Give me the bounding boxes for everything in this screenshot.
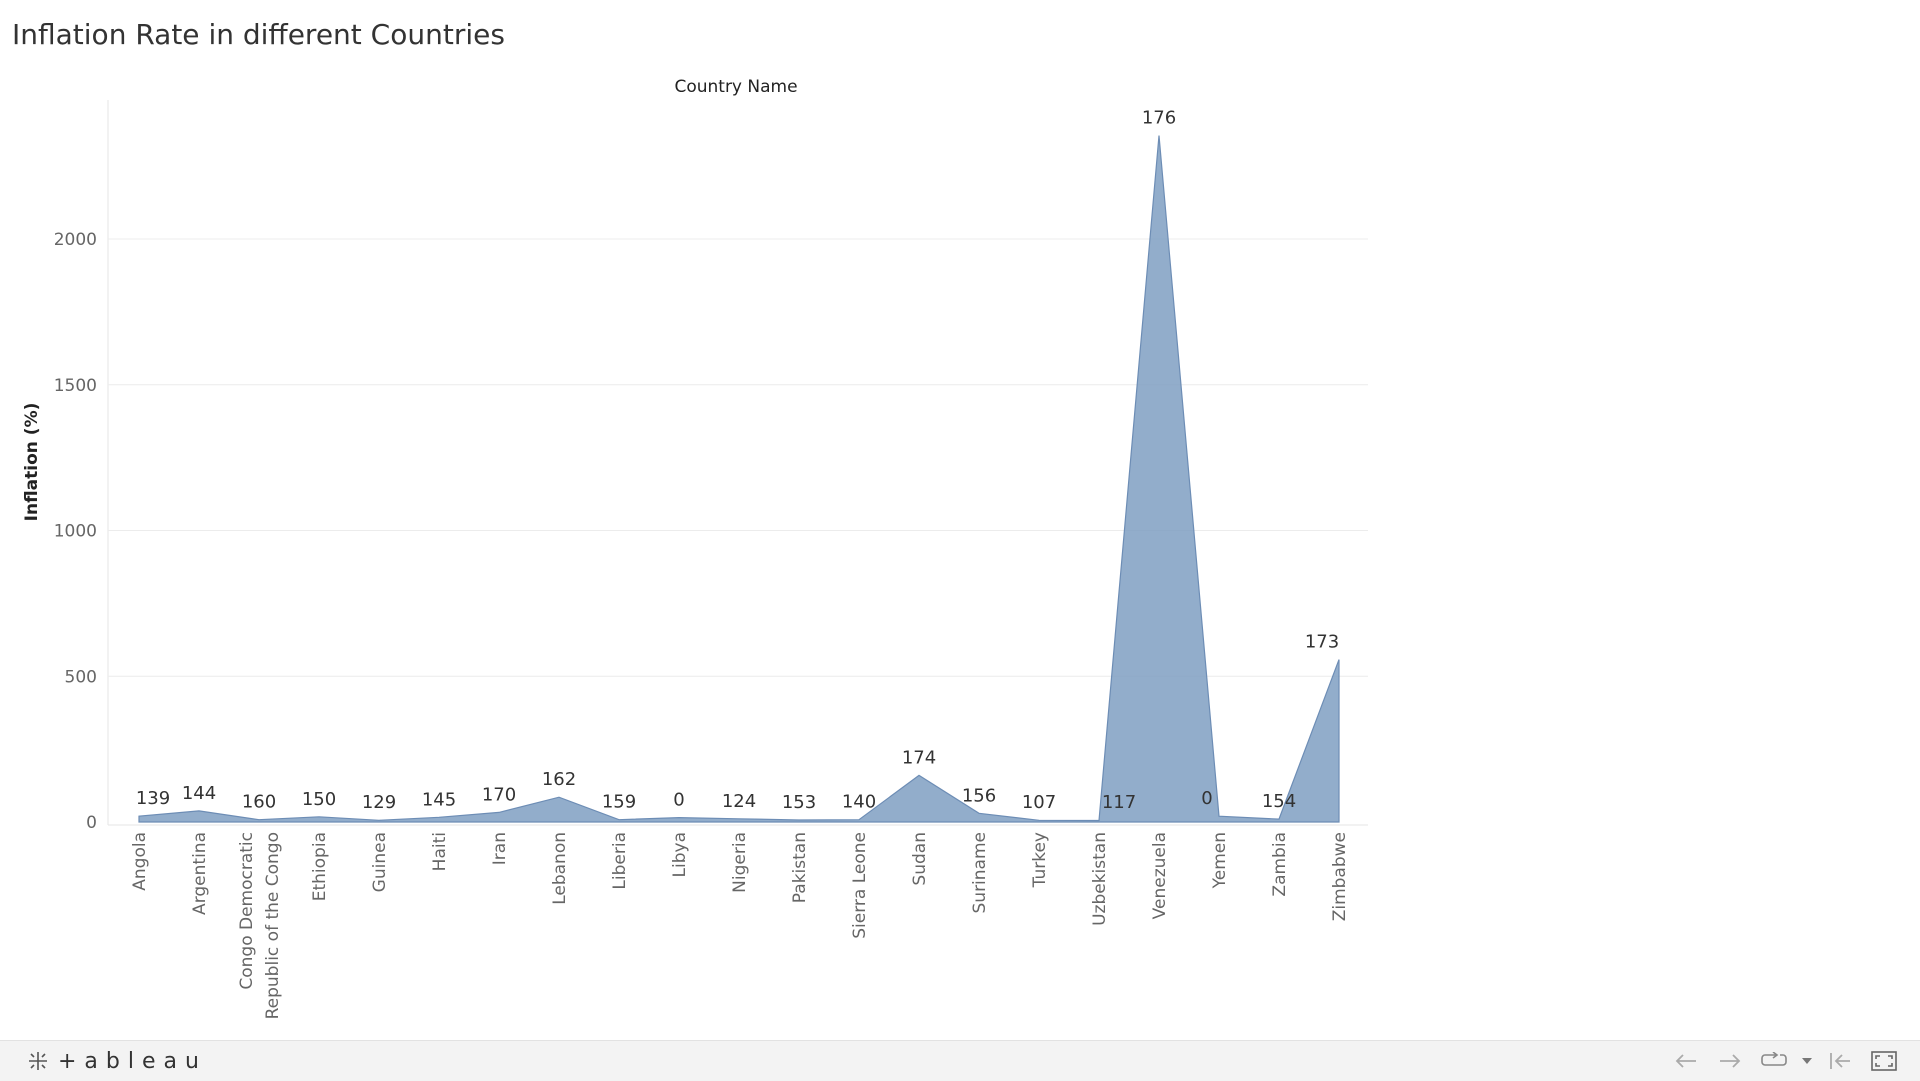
- x-tick-label: Turkey: [1030, 832, 1050, 888]
- y-tick-label: 500: [65, 667, 97, 687]
- fullscreen-button[interactable]: [1862, 1041, 1906, 1081]
- data-label: 156: [962, 785, 996, 806]
- x-tick-label-line: Zambia: [1270, 832, 1290, 897]
- x-tick-label: Haiti: [430, 832, 450, 871]
- data-label: 160: [242, 792, 276, 813]
- x-tick-label-line: Lebanon: [550, 832, 570, 905]
- data-label: 107: [1022, 792, 1056, 813]
- x-tick-label-line: Pakistan: [790, 832, 810, 903]
- y-tick-label: 2000: [54, 230, 97, 250]
- x-tick-label: Pakistan: [790, 832, 810, 903]
- x-tick-label-line: Yemen: [1210, 832, 1230, 889]
- x-tick-label-line: Zimbabwe: [1330, 832, 1350, 921]
- x-tick-label-line: Haiti: [430, 832, 450, 871]
- data-labels: 139 144 160 150 129 145 170 162 159 0 124 153 140 174…: [136, 108, 1339, 813]
- dropdown-icon: [1802, 1058, 1812, 1064]
- tableau-logo[interactable]: +ableau: [26, 1049, 207, 1074]
- revert-icon: [1761, 1052, 1787, 1066]
- x-tick-label-line: Republic of the Congo: [263, 832, 283, 1019]
- y-axis-ticks: 0 500 1000 1500 2000: [54, 230, 97, 833]
- data-label: 117: [1102, 792, 1136, 813]
- data-label: 140: [842, 792, 876, 813]
- x-tick-label-line: Venezuela: [1150, 832, 1170, 919]
- x-tick-label: Sierra Leone: [850, 832, 870, 939]
- x-tick-label: Venezuela: [1150, 832, 1170, 919]
- x-axis-ticks: Angola Argentina Congo Democratic Republic …: [130, 832, 1350, 1019]
- y-axis-title: Inflation (%): [22, 403, 42, 522]
- x-tick-label-line: Argentina: [190, 832, 210, 915]
- dropdown-button[interactable]: [1796, 1041, 1818, 1081]
- y-tick-label: 1500: [54, 376, 97, 396]
- x-tick-label-line: Ethiopia: [310, 832, 330, 901]
- x-tick-label-line: Nigeria: [730, 832, 750, 893]
- data-label: 162: [542, 769, 576, 790]
- reset-icon: [1830, 1053, 1850, 1069]
- x-tick-label-line: Congo Democratic: [237, 832, 257, 990]
- x-tick-label: Congo Democratic Republic of the Congo: [237, 832, 283, 1019]
- tableau-mark-icon: [29, 1052, 47, 1070]
- brand-wordmark: +ableau: [58, 1048, 207, 1074]
- data-label: 0: [1201, 788, 1212, 809]
- chart-title: Inflation Rate in different Countries: [12, 18, 505, 51]
- revert-button[interactable]: [1752, 1041, 1796, 1081]
- x-tick-label: Uzbekistan: [1090, 832, 1110, 926]
- data-label: 174: [902, 747, 936, 768]
- x-tick-label-line: Sierra Leone: [850, 832, 870, 939]
- x-tick-label-line: Sudan: [910, 832, 930, 886]
- x-tick-label-line: Iran: [490, 832, 510, 865]
- x-tick-label-line: Uzbekistan: [1090, 832, 1110, 926]
- x-tick-label: Sudan: [910, 832, 930, 886]
- x-tick-label-line: Guinea: [370, 832, 390, 892]
- x-tick-label-line: Suriname: [970, 832, 990, 914]
- data-label: 129: [362, 792, 396, 813]
- redo-button[interactable]: [1708, 1041, 1752, 1081]
- redo-icon: [1720, 1054, 1741, 1068]
- data-label: 176: [1142, 108, 1176, 129]
- data-label: 159: [602, 792, 636, 813]
- data-label: 173: [1305, 632, 1339, 653]
- x-tick-label-line: Turkey: [1030, 832, 1050, 888]
- x-tick-label: Lebanon: [550, 832, 570, 905]
- data-label: 144: [182, 783, 216, 804]
- data-label: 145: [422, 789, 456, 810]
- y-tick-label: 0: [86, 813, 97, 833]
- x-tick-label: Ethiopia: [310, 832, 330, 901]
- y-tick-label: 1000: [54, 522, 97, 542]
- x-tick-label: Liberia: [610, 832, 630, 890]
- reset-button[interactable]: [1818, 1041, 1862, 1081]
- x-tick-label: Suriname: [970, 832, 990, 914]
- footer-toolbar: +ableau: [0, 1040, 1920, 1081]
- x-tick-label: Libya: [670, 832, 690, 877]
- fullscreen-icon: [1871, 1051, 1897, 1071]
- x-tick-label: Nigeria: [730, 832, 750, 893]
- data-label: 139: [136, 788, 170, 809]
- x-tick-label: Zambia: [1270, 832, 1290, 897]
- column-header-label: Country Name: [674, 77, 797, 97]
- data-label: 124: [722, 791, 756, 812]
- x-tick-label: Guinea: [370, 832, 390, 892]
- x-tick-label-line: Libya: [670, 832, 690, 877]
- x-tick-label: Yemen: [1210, 832, 1230, 889]
- inflation-area[interactable]: [138, 135, 1340, 823]
- x-tick-label-line: Angola: [130, 832, 150, 891]
- data-label: 153: [782, 792, 816, 813]
- x-tick-label: Zimbabwe: [1330, 832, 1350, 921]
- undo-button[interactable]: [1664, 1041, 1708, 1081]
- data-label: 154: [1262, 791, 1296, 812]
- area-series: [138, 135, 1340, 823]
- x-tick-label: Argentina: [190, 832, 210, 915]
- x-tick-label-line: Liberia: [610, 832, 630, 890]
- x-tick-label: Iran: [490, 832, 510, 865]
- x-tick-label: Angola: [130, 832, 150, 891]
- data-label: 170: [482, 784, 516, 805]
- data-label: 0: [673, 790, 684, 811]
- footer-controls: [1664, 1041, 1906, 1081]
- data-label: 150: [302, 789, 336, 810]
- undo-icon: [1675, 1054, 1696, 1068]
